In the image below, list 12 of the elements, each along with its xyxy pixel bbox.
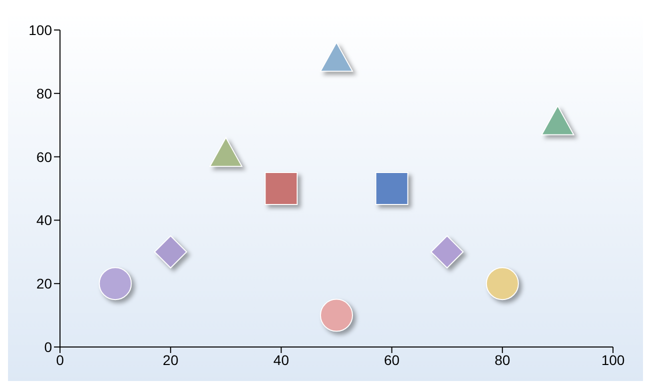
x-tick-label: 80 [494, 352, 510, 368]
x-tick-label: 100 [601, 352, 625, 368]
x-tick-label: 40 [273, 352, 290, 368]
y-tick-label: 0 [44, 338, 52, 355]
y-tick-label: 40 [36, 212, 52, 228]
x-tick-label: 0 [56, 352, 64, 368]
y-tick-label: 20 [36, 276, 52, 292]
y-tick-label: 100 [28, 22, 52, 38]
x-tick-label: 60 [384, 352, 400, 368]
y-tick-label: 60 [36, 148, 52, 165]
y-tick-label: 80 [36, 85, 52, 102]
x-tick-label: 20 [162, 352, 179, 368]
